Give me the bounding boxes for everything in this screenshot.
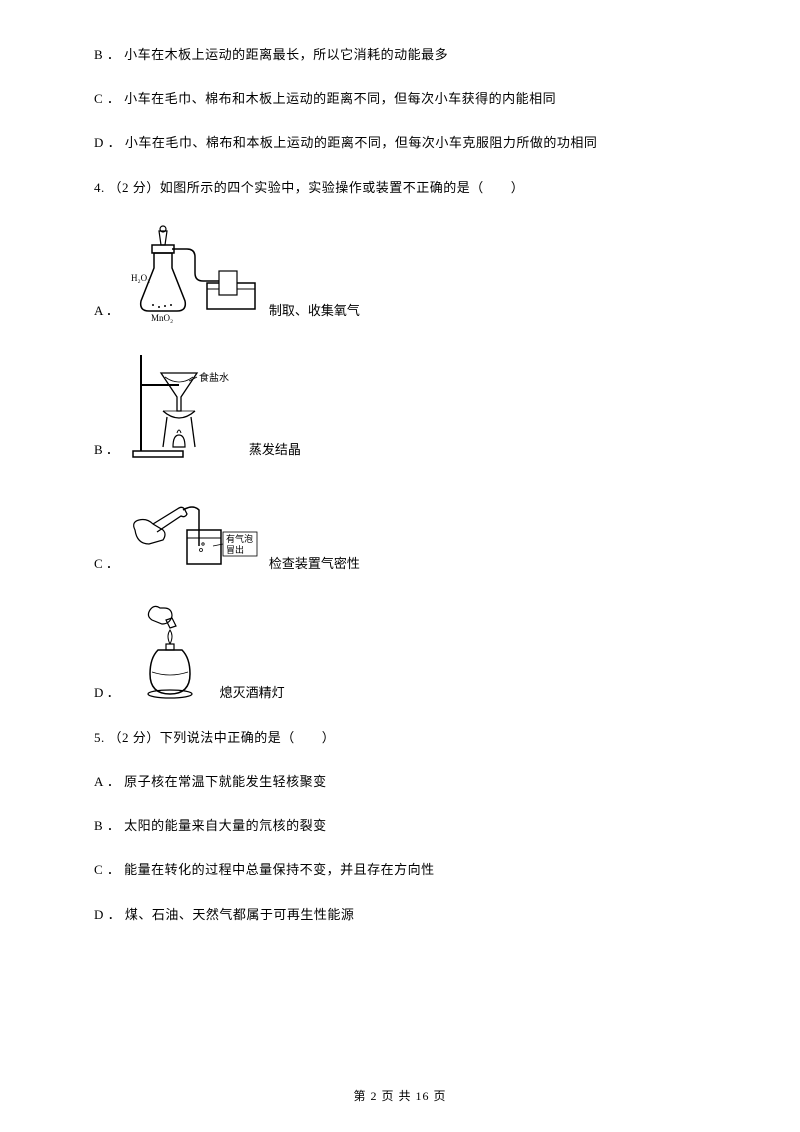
- footer-suffix: 页: [430, 1089, 447, 1103]
- q4-b-figure: 食盐水: [129, 347, 239, 462]
- q4-b-label: B ．: [94, 439, 119, 462]
- q4-stem: 4. （2 分）如图所示的四个实验中，实验操作或装置不正确的是（ ）: [94, 179, 706, 197]
- q5-option-d: D ． 煤、石油、天然气都属于可再生性能源: [94, 906, 706, 924]
- q4-c-label: C ．: [94, 553, 119, 576]
- page-footer: 第 2 页 共 16 页: [0, 1087, 800, 1104]
- prev-option-c: C ． 小车在毛巾、棉布和木板上运动的距离不同，但每次小车获得的内能相同: [94, 90, 706, 108]
- footer-prefix: 第: [353, 1089, 370, 1103]
- q5-option-b: B ． 太阳的能量来自大量的氘核的裂变: [94, 817, 706, 835]
- q4-option-c: C ． 有气泡 冒出 检查装置气密性: [94, 486, 706, 576]
- prev-option-b: B ． 小车在木板上运动的距离最长，所以它消耗的动能最多: [94, 46, 706, 64]
- prev-option-d: D ． 小车在毛巾、棉布和本板上运动的距离不同，但每次小车克服阻力所做的功相同: [94, 134, 706, 152]
- q4-d-text: 熄灭酒精灯: [220, 682, 285, 705]
- q4-c-text: 检查装置气密性: [269, 553, 360, 576]
- q4-option-b: B ． 食盐水: [94, 347, 706, 462]
- bubble-label2: 冒出: [226, 544, 244, 555]
- q5-option-a: A ． 原子核在常温下就能发生轻核聚变: [94, 773, 706, 791]
- mno2-label: MnO₂: [151, 313, 173, 323]
- q4-b-text: 蒸发结晶: [249, 439, 301, 462]
- q4-a-figure: H₂O₂ MnO₂: [129, 223, 259, 323]
- saltwater-label: 食盐水: [199, 371, 229, 384]
- q4-option-a: A ． H₂O₂ MnO₂: [94, 223, 706, 323]
- footer-mid: 页 共: [377, 1089, 415, 1103]
- footer-total: 16: [416, 1089, 430, 1103]
- q4-c-figure: 有气泡 冒出: [129, 486, 259, 576]
- page-content: B ． 小车在木板上运动的距离最长，所以它消耗的动能最多 C ． 小车在毛巾、棉…: [0, 0, 800, 924]
- bubble-label1: 有气泡: [226, 533, 253, 544]
- q4-option-d: D ． 熄灭酒精灯: [94, 600, 706, 705]
- q4-a-label: A ．: [94, 300, 119, 323]
- h2o2-label: H₂O₂: [131, 273, 150, 283]
- q5-option-c: C ． 能量在转化的过程中总量保持不变，并且存在方向性: [94, 861, 706, 879]
- q4-d-figure: [130, 600, 210, 705]
- q5-stem: 5. （2 分）下列说法中正确的是（ ）: [94, 729, 706, 747]
- q4-d-label: D ．: [94, 682, 120, 705]
- q4-a-text: 制取、收集氧气: [269, 300, 360, 323]
